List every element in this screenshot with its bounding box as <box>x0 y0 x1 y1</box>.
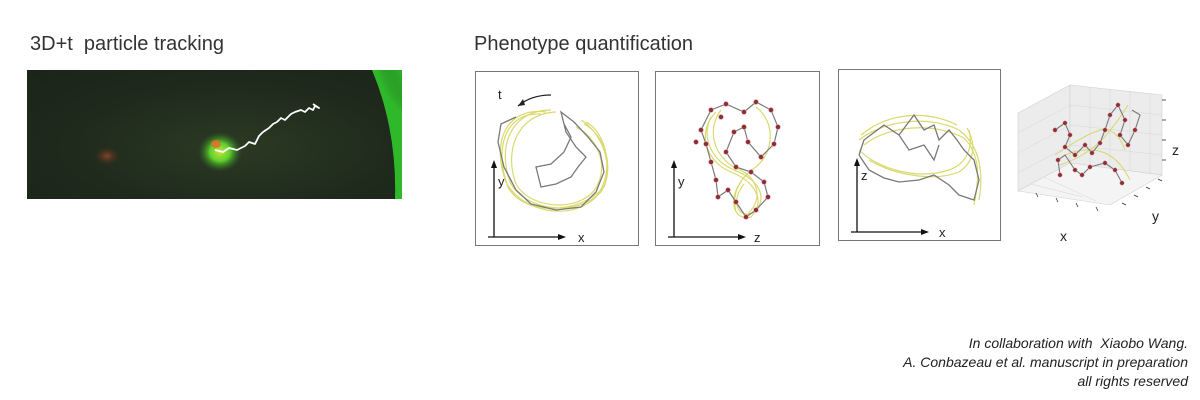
axis-label-z: z <box>1172 142 1179 158</box>
axis-label-y: z <box>861 168 868 183</box>
axis-label-y: y <box>1152 208 1159 224</box>
y-arrowhead <box>491 160 497 168</box>
x-arrowhead <box>558 234 566 240</box>
panel-xz-canvas: z x <box>851 113 982 240</box>
tissue-glow <box>359 70 402 135</box>
trajectory <box>700 101 779 218</box>
axis-ticks <box>1035 99 1166 212</box>
y-arrowhead <box>854 158 860 166</box>
axis-label-x: z <box>754 230 761 245</box>
track-path <box>214 103 320 153</box>
fit-curves <box>858 114 982 206</box>
projection-panel-zy: y z <box>655 71 820 246</box>
panel-zy-canvas: y z <box>668 99 781 245</box>
label-t: t <box>498 87 502 102</box>
axis-label-x: x <box>1060 228 1067 244</box>
section-title-phenotype: Phenotype quantification <box>474 33 694 55</box>
faint-spot <box>93 146 121 166</box>
trajectory <box>858 113 980 201</box>
cell-nucleus <box>211 140 221 148</box>
x-arrowhead <box>738 234 746 240</box>
section-title-tracking: 3D+t particle tracking <box>30 33 224 55</box>
trajectory <box>497 110 605 211</box>
sample-markers <box>693 99 781 220</box>
axis-label-x: x <box>939 225 946 240</box>
credit-line-manuscript: A. Conbazeau et al. manuscript in prepar… <box>903 354 1188 370</box>
credit-line-rights: all rights reserved <box>1077 373 1189 389</box>
axis-label-y: y <box>678 174 685 189</box>
y-arrowhead <box>671 160 677 168</box>
credit-line-collaboration: In collaboration with Xiaobo Wang. <box>968 335 1188 351</box>
projection-panel-xz: z x <box>838 69 1001 241</box>
axis-label-x: x <box>578 230 585 245</box>
microscopy-canvas <box>93 70 402 199</box>
projection-panel-xy: t y x <box>475 71 639 246</box>
microscopy-image <box>27 70 402 199</box>
axis-label-y: y <box>498 174 505 189</box>
projection-panel-3d: z y x <box>1010 75 1180 250</box>
credits-block: In collaboration with Xiaobo Wang. A. Co… <box>903 334 1188 391</box>
3d-gridlines <box>1017 87 1163 202</box>
panel-xy-canvas: t y x <box>488 87 609 245</box>
sample-markers <box>1052 102 1138 186</box>
x-arrowhead <box>921 229 929 235</box>
time-arrowhead <box>518 99 525 106</box>
panel-3d-canvas: z y x <box>1017 84 1179 244</box>
